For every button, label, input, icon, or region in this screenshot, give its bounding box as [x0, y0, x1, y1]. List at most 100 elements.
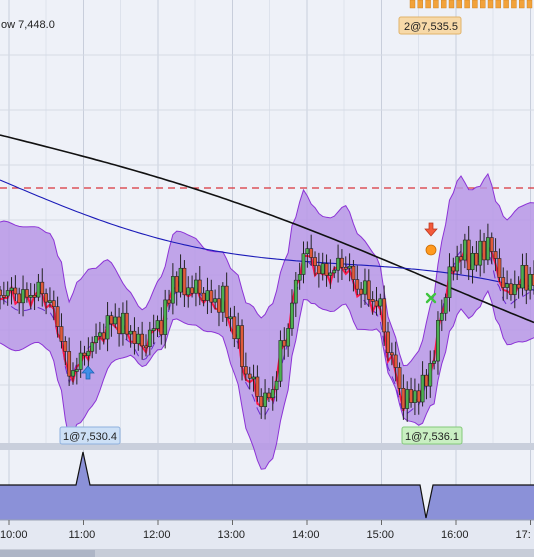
candle-body[interactable] [328, 272, 333, 276]
candle-body[interactable] [282, 340, 287, 347]
candle-body[interactable] [132, 330, 137, 344]
candle-body[interactable] [416, 390, 421, 403]
candle-body[interactable] [197, 279, 202, 294]
candle-body[interactable] [167, 299, 171, 304]
candle-body[interactable] [401, 388, 406, 409]
candle-body[interactable] [493, 251, 498, 259]
candle-body[interactable] [155, 320, 160, 329]
candle-body[interactable] [347, 265, 352, 269]
candle-body[interactable] [140, 333, 145, 347]
candle-body[interactable] [0, 289, 2, 296]
candle-body[interactable] [101, 332, 106, 340]
candle-body[interactable] [374, 300, 379, 307]
candle-body[interactable] [397, 367, 402, 389]
candle-body[interactable] [59, 326, 64, 342]
candle-body[interactable] [174, 276, 179, 293]
candle-body[interactable] [309, 248, 314, 258]
candle-body[interactable] [240, 325, 244, 367]
candle-body[interactable] [520, 265, 525, 289]
candle-body[interactable] [9, 287, 14, 291]
candle-body[interactable] [366, 280, 371, 300]
candle-body[interactable] [436, 320, 440, 362]
candle-body[interactable] [194, 279, 198, 294]
candle-body[interactable] [63, 341, 68, 352]
candle-body[interactable] [278, 340, 283, 382]
candle-body[interactable] [94, 336, 98, 343]
candle-body[interactable] [44, 293, 49, 303]
candle-body[interactable] [232, 316, 237, 340]
candle-body[interactable] [324, 263, 329, 276]
candle-body[interactable] [113, 316, 118, 325]
candle-body[interactable] [293, 279, 298, 304]
candle-body[interactable] [455, 256, 460, 272]
low-badge-2-bg[interactable] [401, 426, 463, 445]
candle-body[interactable] [320, 263, 325, 275]
candle-body[interactable] [482, 240, 486, 261]
candle-body[interactable] [124, 312, 129, 335]
candle-body[interactable] [82, 352, 87, 356]
candle-body[interactable] [121, 312, 125, 334]
candle-body[interactable] [224, 285, 229, 318]
candle-body[interactable] [290, 302, 294, 329]
candle-body[interactable] [163, 299, 168, 335]
candle-body[interactable] [13, 287, 18, 295]
candle-body[interactable] [501, 277, 506, 288]
candle-body[interactable] [67, 351, 72, 377]
candle-body[interactable] [36, 281, 41, 298]
candle-body[interactable] [343, 266, 348, 270]
candle-body[interactable] [462, 239, 467, 261]
candle-body[interactable] [405, 389, 410, 409]
candle-body[interactable] [205, 290, 210, 301]
candle-body[interactable] [170, 276, 175, 304]
scrollbar[interactable] [0, 549, 534, 557]
candle-body[interactable] [524, 265, 529, 291]
candle-body[interactable] [386, 331, 390, 353]
candle-body[interactable] [478, 240, 483, 266]
high-badge[interactable]: 2@7,535.5 [404, 21, 458, 33]
candle-body[interactable] [259, 396, 264, 407]
candle-body[interactable] [51, 300, 56, 307]
candle-body[interactable] [228, 316, 233, 320]
sell-arrow-icon[interactable] [424, 222, 438, 237]
candle-body[interactable] [332, 269, 337, 274]
candle-body[interactable] [243, 366, 248, 375]
candle-body[interactable] [71, 370, 75, 377]
candle-body[interactable] [151, 328, 156, 331]
candle-body[interactable] [432, 360, 437, 364]
candle-body[interactable] [497, 258, 502, 278]
candle-body[interactable] [209, 290, 214, 303]
candle-body[interactable] [382, 298, 387, 333]
candle-body[interactable] [297, 274, 302, 281]
candle-body[interactable] [274, 380, 279, 390]
candle-body[interactable] [144, 345, 148, 349]
candle-body[interactable] [182, 267, 187, 296]
candle-body[interactable] [439, 312, 444, 321]
candle-body[interactable] [128, 330, 133, 335]
scrollbar-thumb[interactable] [0, 550, 95, 557]
candle-body[interactable] [485, 237, 490, 261]
candle-body[interactable] [55, 306, 60, 327]
candle-body[interactable] [24, 289, 29, 298]
candle-body[interactable] [305, 248, 310, 255]
candle-body[interactable] [393, 354, 398, 368]
candle-body[interactable] [247, 373, 252, 379]
candle-body[interactable] [340, 257, 344, 268]
candle-body[interactable] [466, 239, 471, 271]
candle-body[interactable] [40, 281, 45, 294]
candle-body[interactable] [97, 332, 102, 337]
candle-body[interactable] [186, 287, 191, 296]
candle-body[interactable] [378, 298, 383, 307]
candle-body[interactable] [48, 300, 52, 303]
candle-body[interactable] [316, 265, 321, 275]
candle-body[interactable] [359, 288, 364, 295]
candle-body[interactable] [217, 298, 221, 313]
exit-cross-icon[interactable] [425, 292, 437, 304]
candle-body[interactable] [301, 253, 306, 275]
candle-body[interactable] [213, 298, 218, 303]
candle-body[interactable] [236, 325, 241, 340]
candle-body[interactable] [363, 280, 367, 295]
candle-body[interactable] [17, 293, 22, 304]
order-dot-icon[interactable] [425, 244, 437, 256]
candle-body[interactable] [105, 315, 110, 340]
candle-body[interactable] [220, 285, 225, 313]
